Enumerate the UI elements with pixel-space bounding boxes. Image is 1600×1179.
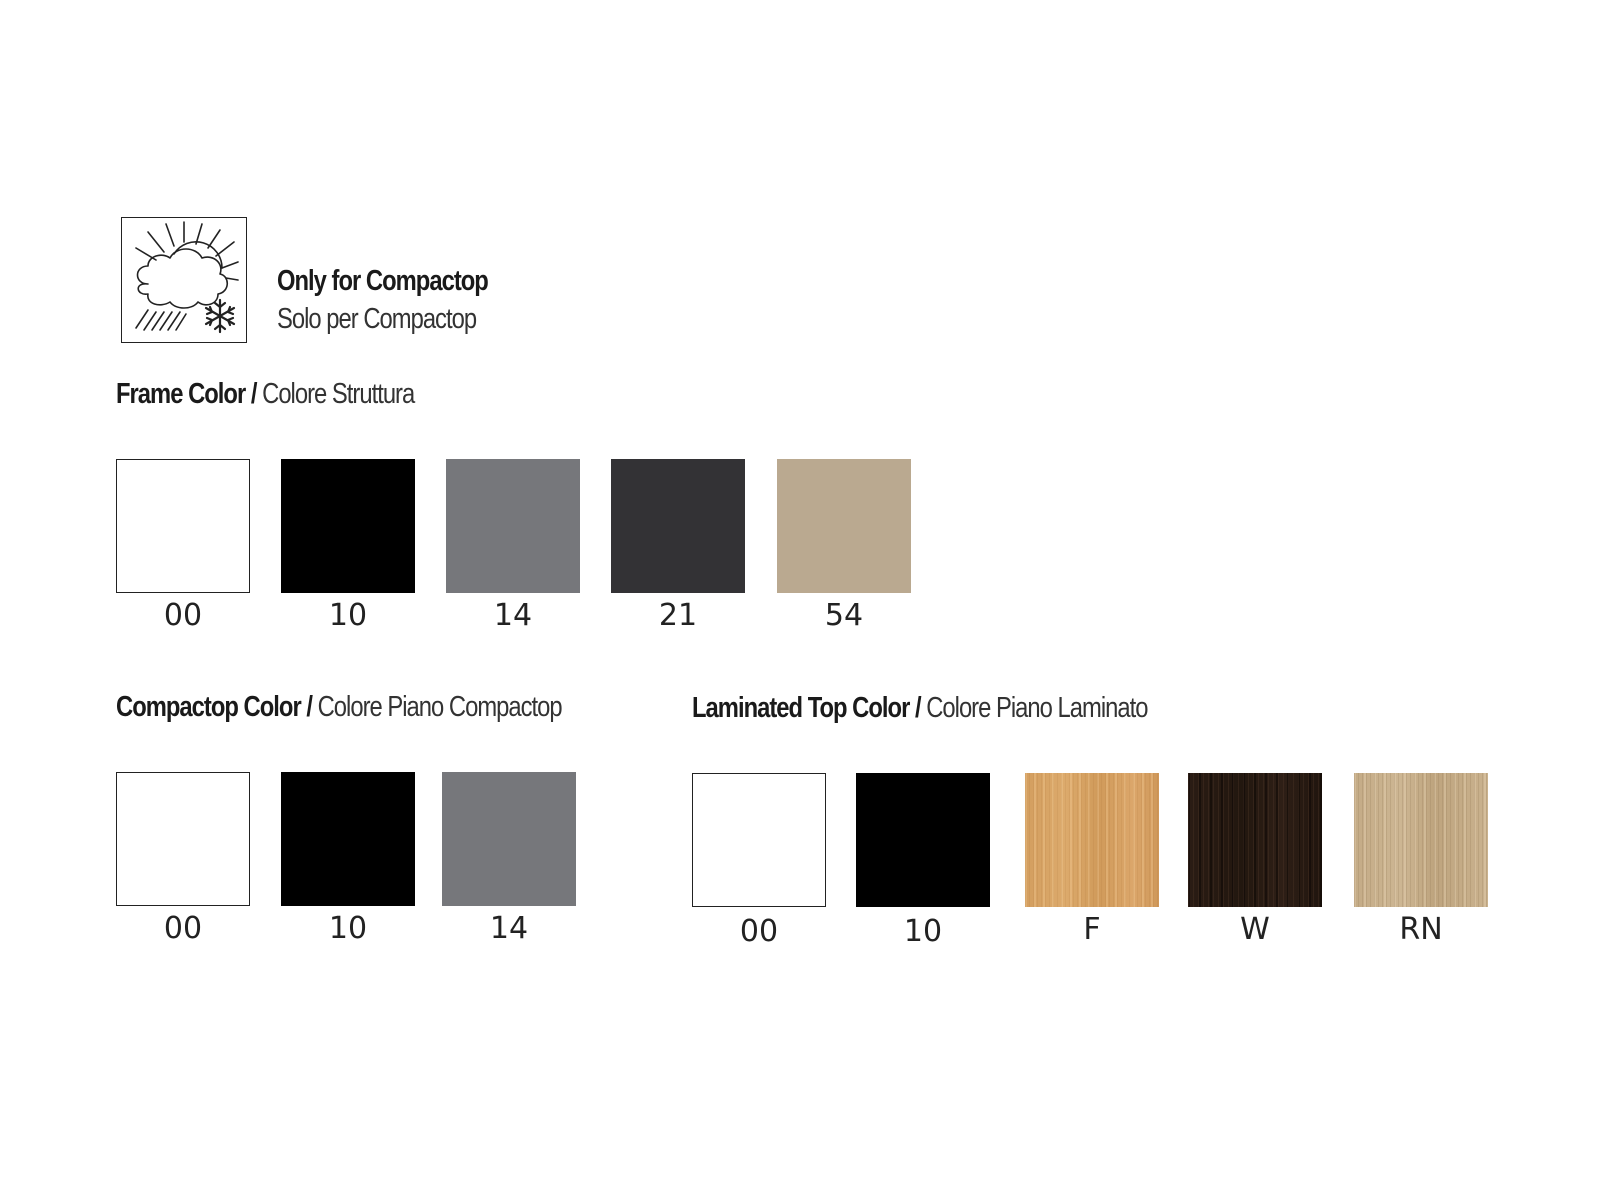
- laminated-color-title-it: Colore Piano Laminato: [926, 692, 1148, 724]
- compactop-swatch-00: [116, 772, 250, 906]
- laminated-swatch-f: [1025, 773, 1159, 907]
- laminated-swatch-rn: [1354, 773, 1488, 907]
- compactop-swatch-14: [442, 772, 576, 906]
- laminated-color-title: Laminated Top Color / Colore Piano Lamin…: [692, 692, 1148, 725]
- laminated-code-00: 00: [739, 914, 779, 949]
- frame-swatch-21: [611, 459, 745, 593]
- laminated-color-title-en: Laminated Top Color /: [692, 692, 922, 724]
- frame-color-title-en: Frame Color /: [116, 378, 257, 410]
- compactop-note-en: Only for Compactop: [277, 265, 489, 297]
- laminated-code-w: W: [1240, 912, 1270, 947]
- frame-color-title: Frame Color / Colore Struttura: [116, 378, 415, 411]
- frame-code-10: 10: [328, 598, 368, 633]
- compactop-color-title: Compactop Color / Colore Piano Compactop: [116, 691, 563, 724]
- laminated-code-rn: RN: [1399, 912, 1443, 947]
- frame-color-title-it: Colore Struttura: [262, 378, 415, 410]
- laminated-code-10: 10: [903, 914, 943, 949]
- compactop-color-title-it: Colore Piano Compactop: [317, 691, 563, 723]
- frame-code-21: 21: [658, 598, 698, 633]
- frame-swatch-00: [116, 459, 250, 593]
- frame-swatch-14: [446, 459, 580, 593]
- frame-code-14: 14: [493, 598, 533, 633]
- compactop-code-14: 14: [489, 911, 529, 946]
- laminated-swatch-10: [856, 773, 990, 907]
- compactop-swatch-10: [281, 772, 415, 906]
- compactop-color-title-en: Compactop Color /: [116, 691, 313, 723]
- laminated-swatch-00: [692, 773, 826, 907]
- laminated-swatch-w: [1188, 773, 1322, 907]
- frame-code-54: 54: [824, 598, 864, 633]
- weather-sun-cloud-snow-icon: [121, 217, 247, 343]
- compactop-code-00: 00: [163, 911, 203, 946]
- laminated-code-f: F: [1083, 912, 1101, 947]
- frame-swatch-54: [777, 459, 911, 593]
- frame-swatch-10: [281, 459, 415, 593]
- compactop-code-10: 10: [328, 911, 368, 946]
- frame-code-00: 00: [163, 598, 203, 633]
- compactop-note-it: Solo per Compactop: [277, 303, 477, 335]
